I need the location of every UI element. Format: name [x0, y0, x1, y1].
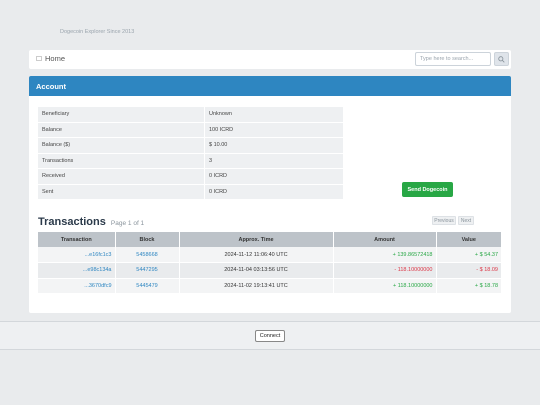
info-label: Transactions — [38, 153, 204, 168]
transactions-title: Transactions — [38, 216, 106, 228]
transaction-amount: + 139.86572418 — [333, 247, 437, 263]
transaction-row: ...e16fc1c3 5458668 2024-11-12 11:06:40 UT… — [38, 247, 501, 263]
info-value: 100 ICRD — [204, 122, 343, 137]
block-link[interactable]: 5447295 — [115, 262, 180, 279]
account-card: Account Beneficiary Unknown Balance 100 ICR… — [29, 76, 511, 313]
account-info-row: Transactions 3 — [38, 153, 343, 168]
account-info-row: Balance ($) $ 10.00 — [38, 138, 343, 153]
transaction-link[interactable]: ...e16fc1c3 — [38, 247, 116, 263]
transaction-amount: + 118.10000000 — [333, 278, 437, 294]
transaction-amount: - 118.10000000 — [333, 262, 437, 279]
connect-button[interactable]: Connect — [255, 330, 285, 342]
footer-bar: Connect — [0, 321, 540, 350]
page-info: Page 1 of 1 — [110, 220, 145, 227]
col-block-header: Block — [115, 232, 180, 247]
navbar: Home — [29, 50, 511, 69]
home-link[interactable]: Home — [36, 54, 65, 63]
info-value: 3 — [204, 153, 343, 168]
info-label: Balance — [38, 122, 204, 137]
transaction-value: + $ 54.37 — [436, 247, 501, 263]
transactions-heading: Transactions Page 1 of 1 — [38, 216, 144, 228]
transaction-link[interactable]: ...3670dfc9 — [38, 278, 116, 294]
next-page-button[interactable]: Next — [458, 216, 474, 225]
info-label: Received — [38, 169, 204, 184]
top-header: Dogecoin Explorer Since 2013 — [0, 0, 540, 48]
info-label: Balance ($) — [38, 138, 204, 153]
col-time-header: Approx. Time — [179, 232, 334, 247]
transaction-value: - $ 18.09 — [436, 262, 501, 279]
transaction-value: + $ 18.78 — [436, 278, 501, 294]
home-label: Home — [45, 54, 66, 63]
info-value: $ 10.00 — [204, 138, 343, 153]
account-info-row: Beneficiary Unknown — [38, 107, 343, 122]
search-input[interactable] — [415, 52, 491, 66]
search-button[interactable] — [494, 52, 509, 66]
transaction-time: 2024-11-02 19:13:41 UTC — [179, 278, 334, 294]
info-value: Unknown — [204, 107, 343, 122]
account-info-row: Received 0 ICRD — [38, 169, 343, 184]
transaction-link[interactable]: ...e98c134a — [38, 262, 116, 279]
account-info-row: Balance 100 ICRD — [38, 122, 343, 137]
block-link[interactable]: 5445479 — [115, 278, 180, 294]
block-link[interactable]: 5458668 — [115, 247, 180, 263]
info-label: Beneficiary — [38, 107, 204, 122]
previous-page-button[interactable]: Previous — [432, 216, 456, 225]
transaction-time: 2024-11-12 11:06:40 UTC — [179, 247, 334, 263]
col-value-header: Value — [436, 232, 501, 247]
transactions-table: Transaction Block Approx. Time Amount Value … — [38, 232, 501, 294]
site-tagline: Dogecoin Explorer Since 2013 — [60, 29, 135, 35]
account-title: Account — [29, 76, 511, 96]
transaction-row: ...3670dfc9 5445479 2024-11-02 19:13:41 UT… — [38, 278, 501, 294]
transaction-time: 2024-11-04 03:13:56 UTC — [179, 262, 334, 279]
account-info-table: Beneficiary Unknown Balance 100 ICRD Balance… — [38, 106, 343, 200]
transaction-row: ...e98c134a 5447295 2024-11-04 03:13:56 UT… — [38, 262, 501, 279]
home-icon — [36, 56, 42, 61]
search-icon — [498, 55, 505, 63]
account-info-row: Sent 0 ICRD — [38, 184, 343, 199]
col-transaction-header: Transaction — [38, 232, 116, 247]
info-label: Sent — [38, 184, 204, 199]
info-value: 0 ICRD — [204, 169, 343, 184]
send-dogecoin-button[interactable]: Send Dogecoin — [402, 182, 453, 197]
info-value: 0 ICRD — [204, 184, 343, 199]
col-amount-header: Amount — [333, 232, 437, 247]
